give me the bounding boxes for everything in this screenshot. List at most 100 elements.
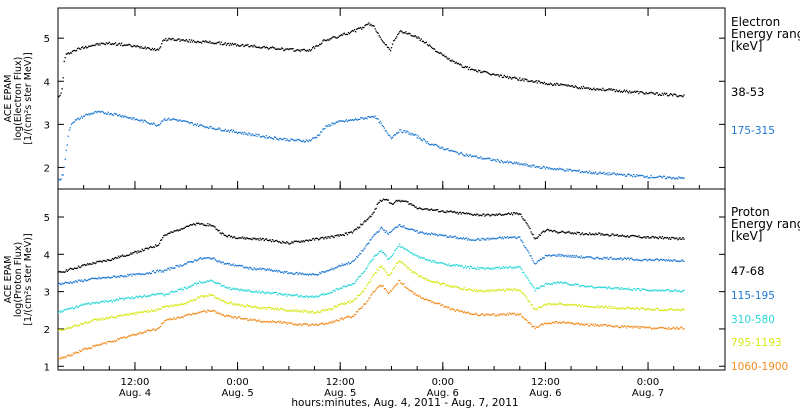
electron-data-point — [185, 39, 187, 41]
proton-data-point — [557, 232, 559, 234]
proton-data-point — [518, 213, 520, 216]
electron-data-point — [381, 124, 383, 127]
proton-data-point — [563, 255, 565, 258]
proton-data-point — [387, 258, 390, 261]
electron-data-point — [356, 28, 358, 30]
proton-data-point — [212, 257, 214, 259]
proton-data-point — [444, 234, 446, 236]
electron-data-point — [412, 133, 414, 136]
proton-data-point — [262, 267, 264, 270]
proton-data-point — [383, 199, 386, 201]
electron-data-point — [487, 72, 489, 74]
proton-data-point — [151, 293, 154, 296]
proton-data-point — [625, 236, 628, 238]
electron-data-point — [639, 174, 641, 177]
electron-data-point — [179, 119, 181, 121]
proton-data-point — [289, 293, 291, 296]
electron-data-point — [142, 47, 144, 50]
proton-data-point — [377, 252, 379, 255]
proton-data-point — [581, 324, 584, 326]
electron-data-point — [575, 170, 577, 172]
electron-data-point — [578, 87, 580, 89]
electron-data-point — [330, 124, 332, 126]
proton-data-point — [142, 311, 144, 314]
proton-data-point — [283, 293, 285, 295]
proton-data-point — [477, 290, 479, 293]
proton-data-point — [490, 313, 492, 316]
proton-data-point — [582, 234, 585, 236]
proton-data-point — [426, 208, 429, 210]
electron-data-point — [108, 113, 111, 116]
proton-data-point — [633, 308, 635, 310]
proton-data-point — [502, 265, 505, 268]
proton-data-point — [465, 267, 468, 269]
proton-data-point — [106, 259, 108, 261]
proton-data-point — [431, 233, 434, 235]
electron-data-point — [659, 94, 662, 96]
proton-data-point — [193, 299, 196, 301]
electron-data-point — [173, 39, 175, 41]
proton-data-point — [144, 295, 146, 297]
proton-data-point — [465, 312, 468, 314]
proton-data-point — [573, 254, 575, 257]
electron-data-point — [520, 163, 522, 165]
proton-data-point — [380, 249, 382, 251]
proton-data-point — [567, 231, 569, 234]
proton-data-point — [184, 314, 186, 317]
proton-data-point — [623, 325, 626, 327]
proton-data-point — [178, 288, 180, 291]
x-tick-date-label: Aug. 5 — [324, 388, 356, 399]
proton-data-point — [267, 321, 270, 323]
proton-data-point — [91, 263, 93, 265]
proton-data-point — [167, 267, 169, 270]
electron-data-point — [390, 137, 393, 140]
proton-data-point — [526, 319, 528, 322]
proton-data-point — [430, 261, 433, 263]
proton-data-point — [188, 300, 191, 303]
proton-data-point — [423, 208, 426, 210]
proton-data-point — [81, 324, 83, 326]
proton-data-point — [540, 306, 543, 308]
proton-data-point — [132, 312, 134, 315]
proton-data-point — [457, 286, 459, 289]
proton-data-point — [631, 289, 633, 291]
proton-data-point — [75, 305, 78, 307]
electron-data-point — [185, 120, 187, 123]
proton-data-point — [606, 307, 608, 309]
proton-data-point — [643, 288, 645, 290]
proton-data-point — [105, 343, 107, 345]
proton-data-point — [666, 289, 669, 291]
proton-data-point — [173, 291, 175, 293]
proton-data-point — [638, 288, 640, 290]
proton-data-point — [252, 319, 254, 321]
proton-data-point — [187, 301, 190, 304]
electron-data-point — [177, 120, 179, 122]
proton-data-point — [325, 270, 327, 273]
electron-data-point — [658, 175, 661, 177]
proton-data-point — [620, 307, 623, 310]
proton-data-point — [425, 277, 428, 280]
proton-data-point — [182, 227, 184, 230]
electron-data-point — [76, 47, 79, 50]
proton-data-point — [285, 271, 287, 273]
electron-data-point — [429, 45, 432, 47]
proton-data-point — [243, 266, 245, 269]
proton-data-point — [488, 267, 490, 269]
proton-data-point — [135, 334, 137, 336]
proton-data-point — [309, 239, 312, 241]
electron-data-point — [229, 129, 232, 132]
proton-data-point — [575, 322, 577, 325]
proton-data-point — [641, 260, 643, 262]
proton-data-point — [396, 247, 398, 250]
proton-data-point — [310, 323, 313, 326]
proton-data-point — [190, 285, 193, 287]
proton-data-point — [169, 292, 171, 294]
electron-data-point — [241, 133, 243, 135]
electron-data-point — [197, 125, 200, 127]
proton-data-point — [148, 311, 151, 313]
electron-data-point — [612, 88, 614, 91]
proton-data-point — [357, 278, 359, 280]
proton-data-point — [179, 303, 181, 306]
proton-data-point — [160, 325, 162, 327]
proton-data-point — [331, 291, 333, 294]
